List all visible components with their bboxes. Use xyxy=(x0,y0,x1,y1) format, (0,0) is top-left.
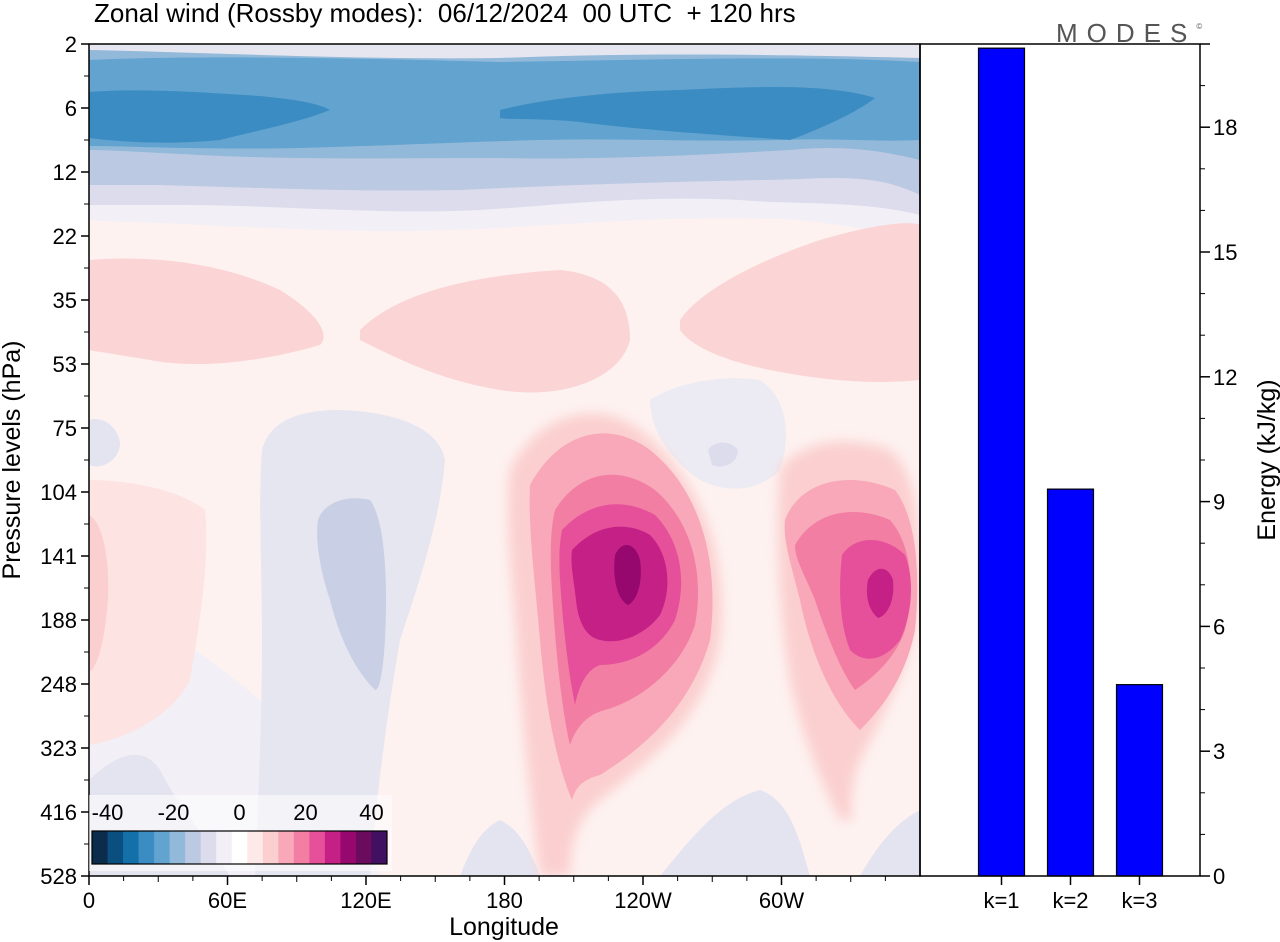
energy-tick-label: 18 xyxy=(1213,115,1237,140)
longitude-tick-label: 180 xyxy=(486,888,523,913)
pressure-tick-label: 188 xyxy=(40,608,77,633)
colorbar-swatch xyxy=(231,831,248,864)
energy-tick-label: 9 xyxy=(1213,490,1225,515)
colorbar-swatch xyxy=(278,831,295,864)
colorbar-label: 40 xyxy=(359,800,383,825)
pressure-tick-label: 416 xyxy=(40,800,77,825)
colorbar-swatch xyxy=(371,831,388,864)
mode-axis: k=1 k=2 k=3 xyxy=(983,876,1158,913)
zonal-wind-heatmap xyxy=(89,44,920,876)
chart-title: Zonal wind (Rossby modes): 06/12/2024 00… xyxy=(94,0,796,28)
energy-bar-k=1 xyxy=(977,47,1026,877)
colorbar-swatch xyxy=(262,831,279,864)
pressure-tick-label: 2 xyxy=(65,32,77,57)
modes-logo: MODES© xyxy=(1056,18,1202,49)
longitude-tick-label: 60W xyxy=(759,888,804,913)
longitude-tick-label: 60E xyxy=(208,888,247,913)
mode-tick-label: k=2 xyxy=(1052,888,1088,913)
pressure-tick-label: 141 xyxy=(40,544,77,569)
pressure-tick-label: 104 xyxy=(40,480,77,505)
pressure-tick-label: 22 xyxy=(53,224,77,249)
colorbar-swatch xyxy=(216,831,233,864)
pressure-tick-label: 53 xyxy=(53,352,77,377)
mode-tick-label: k=1 xyxy=(983,888,1019,913)
longitude-tick-label: 120E xyxy=(340,888,391,913)
energy-tick-label: 3 xyxy=(1213,739,1225,764)
colorbar-label: -20 xyxy=(158,800,190,825)
colorbar: -40 -20 0 20 40 xyxy=(89,795,392,871)
colorbar-label: 20 xyxy=(293,800,317,825)
colorbar-swatch xyxy=(107,831,124,864)
pressure-tick-label: 528 xyxy=(40,864,77,889)
colorbar-frame xyxy=(91,830,388,865)
colorbar-swatch xyxy=(340,831,357,864)
energy-tick-label: 0 xyxy=(1213,864,1225,889)
energy-tick-label: 12 xyxy=(1213,365,1237,390)
pressure-tick-label: 6 xyxy=(65,96,77,121)
colorbar-swatch xyxy=(355,831,372,864)
energy-axis: 0 3 6 9 12 15 18 xyxy=(1200,43,1237,889)
colorbar-swatch xyxy=(200,831,217,864)
energy-tick-label: 6 xyxy=(1213,614,1225,639)
pressure-tick-label: 35 xyxy=(53,288,77,313)
logo-text: MODES xyxy=(1056,18,1197,48)
x-axis-label: Longitude xyxy=(449,913,559,941)
energy-bar-k=2 xyxy=(1046,488,1095,877)
logo-mark: © xyxy=(1196,22,1203,31)
colorbar-swatch xyxy=(123,831,140,864)
pressure-tick-label: 75 xyxy=(53,416,77,441)
colorbar-swatch xyxy=(92,831,109,864)
pressure-tick-label: 248 xyxy=(40,672,77,697)
colorbar-swatch xyxy=(247,831,264,864)
colorbar-swatch xyxy=(309,831,326,864)
longitude-axis: 0 60E 120E 180 120W 60W xyxy=(83,876,886,913)
colorbar-swatch xyxy=(138,831,155,864)
energy-bar-k=3 xyxy=(1115,684,1164,877)
colorbar-swatch xyxy=(169,831,186,864)
pressure-tick-label: 12 xyxy=(53,160,77,185)
longitude-tick-label: 120W xyxy=(614,888,672,913)
colorbar-swatch xyxy=(293,831,310,864)
colorbar-swatch xyxy=(185,831,202,864)
energy-bars xyxy=(977,47,1164,877)
energy-tick-label: 15 xyxy=(1213,240,1237,265)
pressure-axis: 2 6 12 22 35 53 75 104 141 188 248 323 416 528 xyxy=(40,32,89,889)
colorbar-label: -40 xyxy=(92,800,124,825)
colorbar-label: 0 xyxy=(233,800,245,825)
y-axis-label: Pressure levels (hPa) xyxy=(0,341,26,580)
energy-axis-label: Energy (kJ/kg) xyxy=(1253,379,1280,540)
energy-bar-panel xyxy=(920,44,1200,877)
mode-tick-label: k=3 xyxy=(1121,888,1157,913)
colorbar-swatch xyxy=(324,831,341,864)
longitude-tick-label: 0 xyxy=(83,888,95,913)
colorbar-swatch xyxy=(154,831,171,864)
pressure-tick-label: 323 xyxy=(40,736,77,761)
